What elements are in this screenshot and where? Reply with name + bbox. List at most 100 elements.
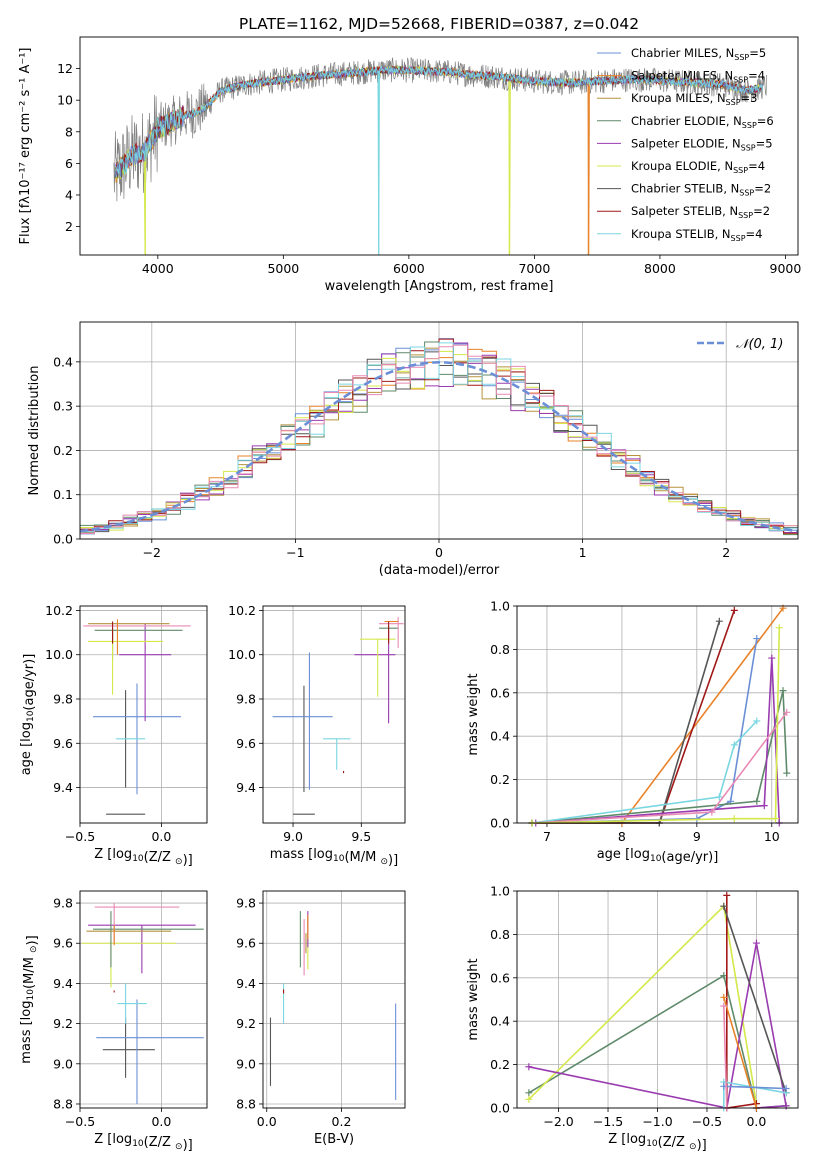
spectrum-axes: 4000 5000 6000 7000 8000 9000 2 4 6 8 10 12 waveleng…	[18, 36, 801, 294]
mass_vs_Z-ytick-label-1: 9.0	[53, 1056, 73, 1071]
mass_weight_vs_age-line-6	[531, 720, 758, 824]
spectrum-legend: Chabrier MILES, NSSP=5 Salpeter MILES, NS…	[597, 46, 774, 243]
mass_weight_vs_Z-marker-3-0	[723, 891, 731, 899]
mass_weight_vs_age-marker-5-1	[760, 802, 768, 810]
age_vs_Z-ytick-label-3: 10.0	[45, 647, 73, 662]
mass_vs_ebv-ytick-label-2: 9.2	[236, 1016, 256, 1031]
mass_weight_vs_age-ytick-label-3: 0.6	[490, 685, 510, 700]
mass_weight_vs_Z-ytick-label-3: 0.6	[490, 970, 510, 985]
residuals-ytick-label-1: 0.1	[53, 487, 73, 502]
age_vs_mass-ytick-label-1: 9.6	[236, 736, 256, 751]
mass_weight_vs_age-marker-8-1	[730, 815, 738, 823]
mass_weight_vs_age-marker-8-2	[772, 815, 780, 823]
age_vs_mass-ytick-label-3: 10.0	[228, 647, 256, 662]
legend-label-4: Chabrier ELODIE, NSSP=6	[631, 114, 774, 130]
legend-label-8: Salpeter STELIB, NSSP=2	[631, 204, 770, 220]
mass_vs_ebv-axes: 0.0 0.2 8.8 9.0 9.2 9.4 9.6 9.8 E(B-V)	[236, 890, 406, 1147]
model-spectrum-9	[114, 65, 764, 255]
age_vs_mass-ytick-label-0: 9.4	[236, 780, 256, 795]
mass_weight_vs_Z-xtick-label-3: −0.5	[692, 1114, 722, 1129]
mass_vs_ebv-ytick-label-4: 9.6	[236, 936, 256, 951]
legend-label-6: Kroupa ELODIE, NSSP=4	[631, 159, 765, 175]
mass_weight_vs_Z-frame	[516, 890, 799, 1109]
mass_weight_vs_Z-ytick-label-5: 1.0	[490, 884, 510, 899]
mass_vs_Z-xtick-label-1: 0.0	[151, 1114, 171, 1129]
age_vs_Z-xtick-label-0: −0.5	[65, 829, 95, 844]
age_vs_Z-xtick-label-1: 0.0	[151, 829, 171, 844]
spectrum-ytick-label-0: 2	[65, 219, 73, 234]
spectrum-xtick-label-1: 5000	[267, 261, 299, 276]
legend-label-2: Salpeter MILES, NSSP=4	[631, 69, 765, 85]
spectrum-ytick-label-3: 8	[65, 124, 73, 139]
mass_weight_vs_age-xtick-label-1: 8	[618, 829, 626, 844]
residuals-xtick-label-3: 1	[579, 545, 587, 560]
mass_weight_vs_age-marker-5-2	[768, 654, 776, 662]
residuals-ytick-label-0: 0.0	[53, 532, 73, 547]
mass_weight_vs_Z-ytick-label-0: 0.0	[490, 1101, 510, 1116]
mass_weight_vs_Z-xtick-label-2: −1.0	[642, 1114, 672, 1129]
mass_weight_vs_age-xtick-label-3: 10	[764, 829, 780, 844]
spectrum-ylabel: Flux [fλ10⁻¹⁷ erg cm⁻² s⁻¹ A⁻¹]	[18, 47, 33, 244]
mass_weight_vs_age-ytick-label-5: 1.0	[490, 599, 510, 614]
legend-label-9: Kroupa STELIB, NSSP=4	[631, 227, 762, 243]
mass_weight_vs_Z-xtick-label-1: −1.5	[593, 1114, 623, 1129]
spectrum-frame	[79, 36, 799, 256]
mass_vs_ebv-ytick-label-3: 9.4	[236, 976, 256, 991]
residuals-xlabel: (data-model)/error	[379, 563, 500, 578]
mass_vs_Z-axes: −0.5 0.0 8.8 9.0 9.2 9.4 9.6 9.8 Z [log10(Z/Z ⊙)…	[19, 890, 208, 1153]
residuals-xtick-label-0: −2	[143, 545, 161, 560]
mass_vs_Z-xlabel: Z [log10(Z/Z ⊙)]	[94, 1132, 193, 1153]
mass_weight_vs_age-ytick-label-2: 0.4	[490, 729, 510, 744]
mass_weight_vs_Z-line-7	[723, 1085, 787, 1090]
residuals-ytick-label-3: 0.3	[53, 399, 73, 414]
mass_vs_ebv-ytick-label-0: 8.8	[236, 1096, 256, 1111]
mass_vs_Z-xtick-label-0: −0.5	[65, 1114, 95, 1129]
mass_weight_vs_age-marker-4-2	[779, 687, 787, 695]
mass_vs_ebv-frame	[262, 890, 406, 1109]
mass_weight_vs_age-marker-3-2	[715, 617, 723, 625]
spectrum-xtick-label-0: 4000	[142, 261, 174, 276]
mass_weight_vs_age-marker-7-1	[708, 808, 716, 816]
legend-label-5: Salpeter ELODIE, NSSP=5	[631, 136, 773, 152]
mass_weight_vs_age-line-8	[531, 627, 781, 824]
age_vs_mass-frame	[262, 605, 406, 824]
mass_vs_ebv-ytick-label-5: 9.8	[236, 896, 256, 911]
mass_weight_vs_age-xtick-label-0: 7	[543, 829, 551, 844]
normal-legend-label: 𝒩(0, 1)	[736, 337, 783, 352]
mass_weight_vs_Z-plotarea	[525, 891, 790, 1112]
mass_weight_vs_age-marker-8-3	[775, 624, 783, 632]
mass_weight_vs_Z-marker-2-2	[752, 939, 760, 947]
residuals-axes: −2 −1 0 1 2 0.0 0.1 0.2 0.3 0.4 (data-model)/error…	[27, 321, 799, 578]
mass_weight_vs_age-marker-6-2	[730, 741, 738, 749]
residuals-ytick-label-4: 0.4	[53, 354, 73, 369]
age_vs_Z-axes: −0.5 0.0 9.4 9.6 9.8 10.0 10.2 Z [log10(Z/Z ⊙)]…	[19, 603, 208, 868]
age_vs_mass-plotarea	[272, 617, 404, 815]
mass_weight_vs_age-ytick-label-0: 0.0	[490, 816, 510, 831]
mass_weight_vs_Z-line-6	[723, 997, 758, 1109]
age_vs_mass-xlabel: mass [log10(M/M ⊙)]	[270, 847, 398, 868]
mass_weight_vs_age-marker-2-2	[730, 606, 738, 614]
mass_weight_vs_Z-marker-4-0	[720, 902, 728, 910]
mass_weight_vs_age-xtick-label-2: 9	[693, 829, 701, 844]
spectrum-xtick-label-4: 8000	[644, 261, 676, 276]
legend-label-1: Chabrier MILES, NSSP=5	[631, 46, 766, 62]
age_vs_mass-ytick-label-4: 10.2	[228, 603, 256, 618]
mass_weight_vs_age-axes: 7 8 9 10 0.0 0.2 0.4 0.6 0.8 1.0 age [log10(age/yr…	[466, 599, 799, 865]
spectrum-xlabel: wavelength [Angstrom, rest frame]	[325, 279, 554, 294]
residuals-xtick-label-1: −1	[286, 545, 304, 560]
mass_vs_Z-ytick-label-0: 8.8	[53, 1096, 73, 1111]
age_vs_mass-ytick-label-2: 9.8	[236, 692, 256, 707]
mass_weight_vs_age-xlabel: age [log10(age/yr)]	[597, 847, 719, 865]
mass_weight_vs_Z-xlabel: Z [log10(Z/Z ⊙)]	[608, 1132, 707, 1153]
legend-label-7: Chabrier STELIB, NSSP=2	[631, 182, 771, 198]
mass_weight_vs_Z-marker-2-0	[525, 1063, 533, 1071]
mass_vs_Z-frame	[79, 890, 208, 1109]
mass_weight_vs_age-line-5	[535, 658, 781, 824]
mass_weight_vs_age-marker-4-3	[783, 769, 791, 777]
residuals-xtick-label-2: 0	[435, 545, 443, 560]
age_vs_mass-xtick-label-1: 9.5	[351, 829, 371, 844]
spectrum-ytick-label-5: 12	[57, 61, 73, 76]
mass_weight_vs_age-marker-1-3	[753, 635, 761, 643]
age_vs_Z-ytick-label-1: 9.6	[53, 736, 73, 751]
